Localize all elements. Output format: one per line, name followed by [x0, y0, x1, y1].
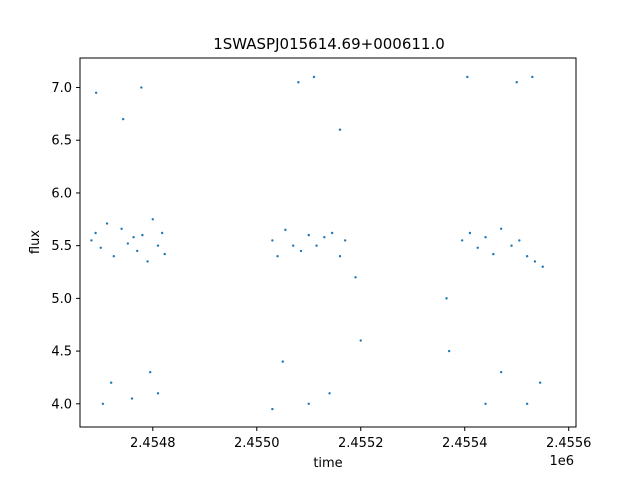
data-point: [525, 255, 529, 258]
data-point: [307, 233, 310, 237]
data-point: [338, 128, 342, 131]
data-point: [476, 246, 479, 249]
data-point: [148, 370, 152, 374]
data-point: [271, 239, 274, 242]
data-point: [515, 81, 518, 84]
x-tick-label: 2.4552: [338, 436, 384, 451]
data-point: [354, 276, 357, 279]
data-point: [112, 255, 115, 258]
data-point: [307, 402, 310, 406]
data-point: [156, 244, 160, 247]
data-point: [315, 244, 318, 247]
data-point: [460, 239, 464, 242]
x-tick-label: 2.4556: [546, 436, 592, 451]
y-tick-label: 6.0: [51, 186, 72, 201]
data-point: [518, 239, 521, 242]
data-point: [163, 252, 166, 256]
data-point: [359, 339, 362, 342]
data-point: [447, 349, 451, 353]
data-point: [121, 117, 125, 121]
data-point: [343, 239, 347, 242]
x-tick-label: 2.4554: [442, 436, 488, 451]
y-tick-label: 4.0: [51, 397, 72, 412]
data-point: [94, 91, 98, 94]
data-point: [338, 255, 342, 258]
data-point: [466, 75, 469, 79]
data-point: [135, 249, 139, 253]
data-point: [284, 228, 287, 232]
data-point: [141, 233, 144, 237]
data-point: [101, 402, 105, 406]
x-tick-label: 2.4550: [234, 436, 280, 451]
data-point: [297, 81, 300, 84]
data-point: [484, 402, 487, 406]
data-point: [99, 246, 102, 249]
y-tick-label: 5.5: [51, 239, 72, 254]
data-point: [531, 75, 534, 79]
y-tick-label: 5.0: [51, 292, 72, 307]
data-point: [120, 227, 123, 230]
data-point: [330, 231, 334, 235]
y-axis-label: flux: [28, 230, 43, 254]
data-point: [160, 231, 164, 235]
data-point: [281, 360, 284, 363]
data-point: [312, 75, 316, 79]
x-axis: 2.4548 2.4550 2.4552 2.4554 2.4556: [130, 427, 591, 451]
data-point: [492, 252, 495, 256]
x-offset-label: 1e6: [549, 454, 574, 469]
data-point: [499, 370, 503, 374]
data-point: [510, 244, 513, 247]
data-point: [130, 397, 134, 400]
data-point: [468, 231, 472, 235]
data-point: [299, 249, 303, 253]
plot-frame: [79, 57, 577, 428]
data-point: [151, 218, 154, 221]
data-point: [323, 236, 326, 239]
data-point: [533, 260, 537, 263]
data-point: [105, 222, 109, 225]
data-point: [126, 242, 130, 245]
scatter-points: [90, 75, 544, 411]
data-point: [146, 260, 149, 263]
data-point: [541, 265, 544, 268]
x-axis-label: time: [313, 456, 342, 471]
data-point: [484, 236, 487, 239]
x-tick-label: 2.4548: [130, 436, 176, 451]
y-tick-label: 7.0: [51, 81, 72, 96]
data-point: [156, 392, 160, 395]
data-point: [445, 297, 448, 300]
data-point: [291, 244, 295, 247]
data-point: [132, 236, 135, 239]
data-point: [538, 381, 542, 384]
data-point: [525, 402, 529, 406]
data-point: [276, 255, 279, 258]
data-point: [94, 231, 97, 235]
plot-area: [79, 57, 577, 428]
data-point: [271, 407, 274, 411]
y-tick-label: 4.5: [51, 345, 72, 360]
data-point: [328, 392, 331, 395]
chart-title: 1SWASPJ015614.69+000611.0: [213, 35, 445, 53]
y-axis: 4.0 4.5 5.0 5.5 6.0 6.5 7.0: [51, 81, 80, 412]
data-point: [109, 381, 113, 384]
y-tick-label: 6.5: [51, 134, 72, 149]
data-point: [499, 227, 503, 230]
data-point: [90, 239, 93, 242]
data-point: [140, 86, 143, 89]
